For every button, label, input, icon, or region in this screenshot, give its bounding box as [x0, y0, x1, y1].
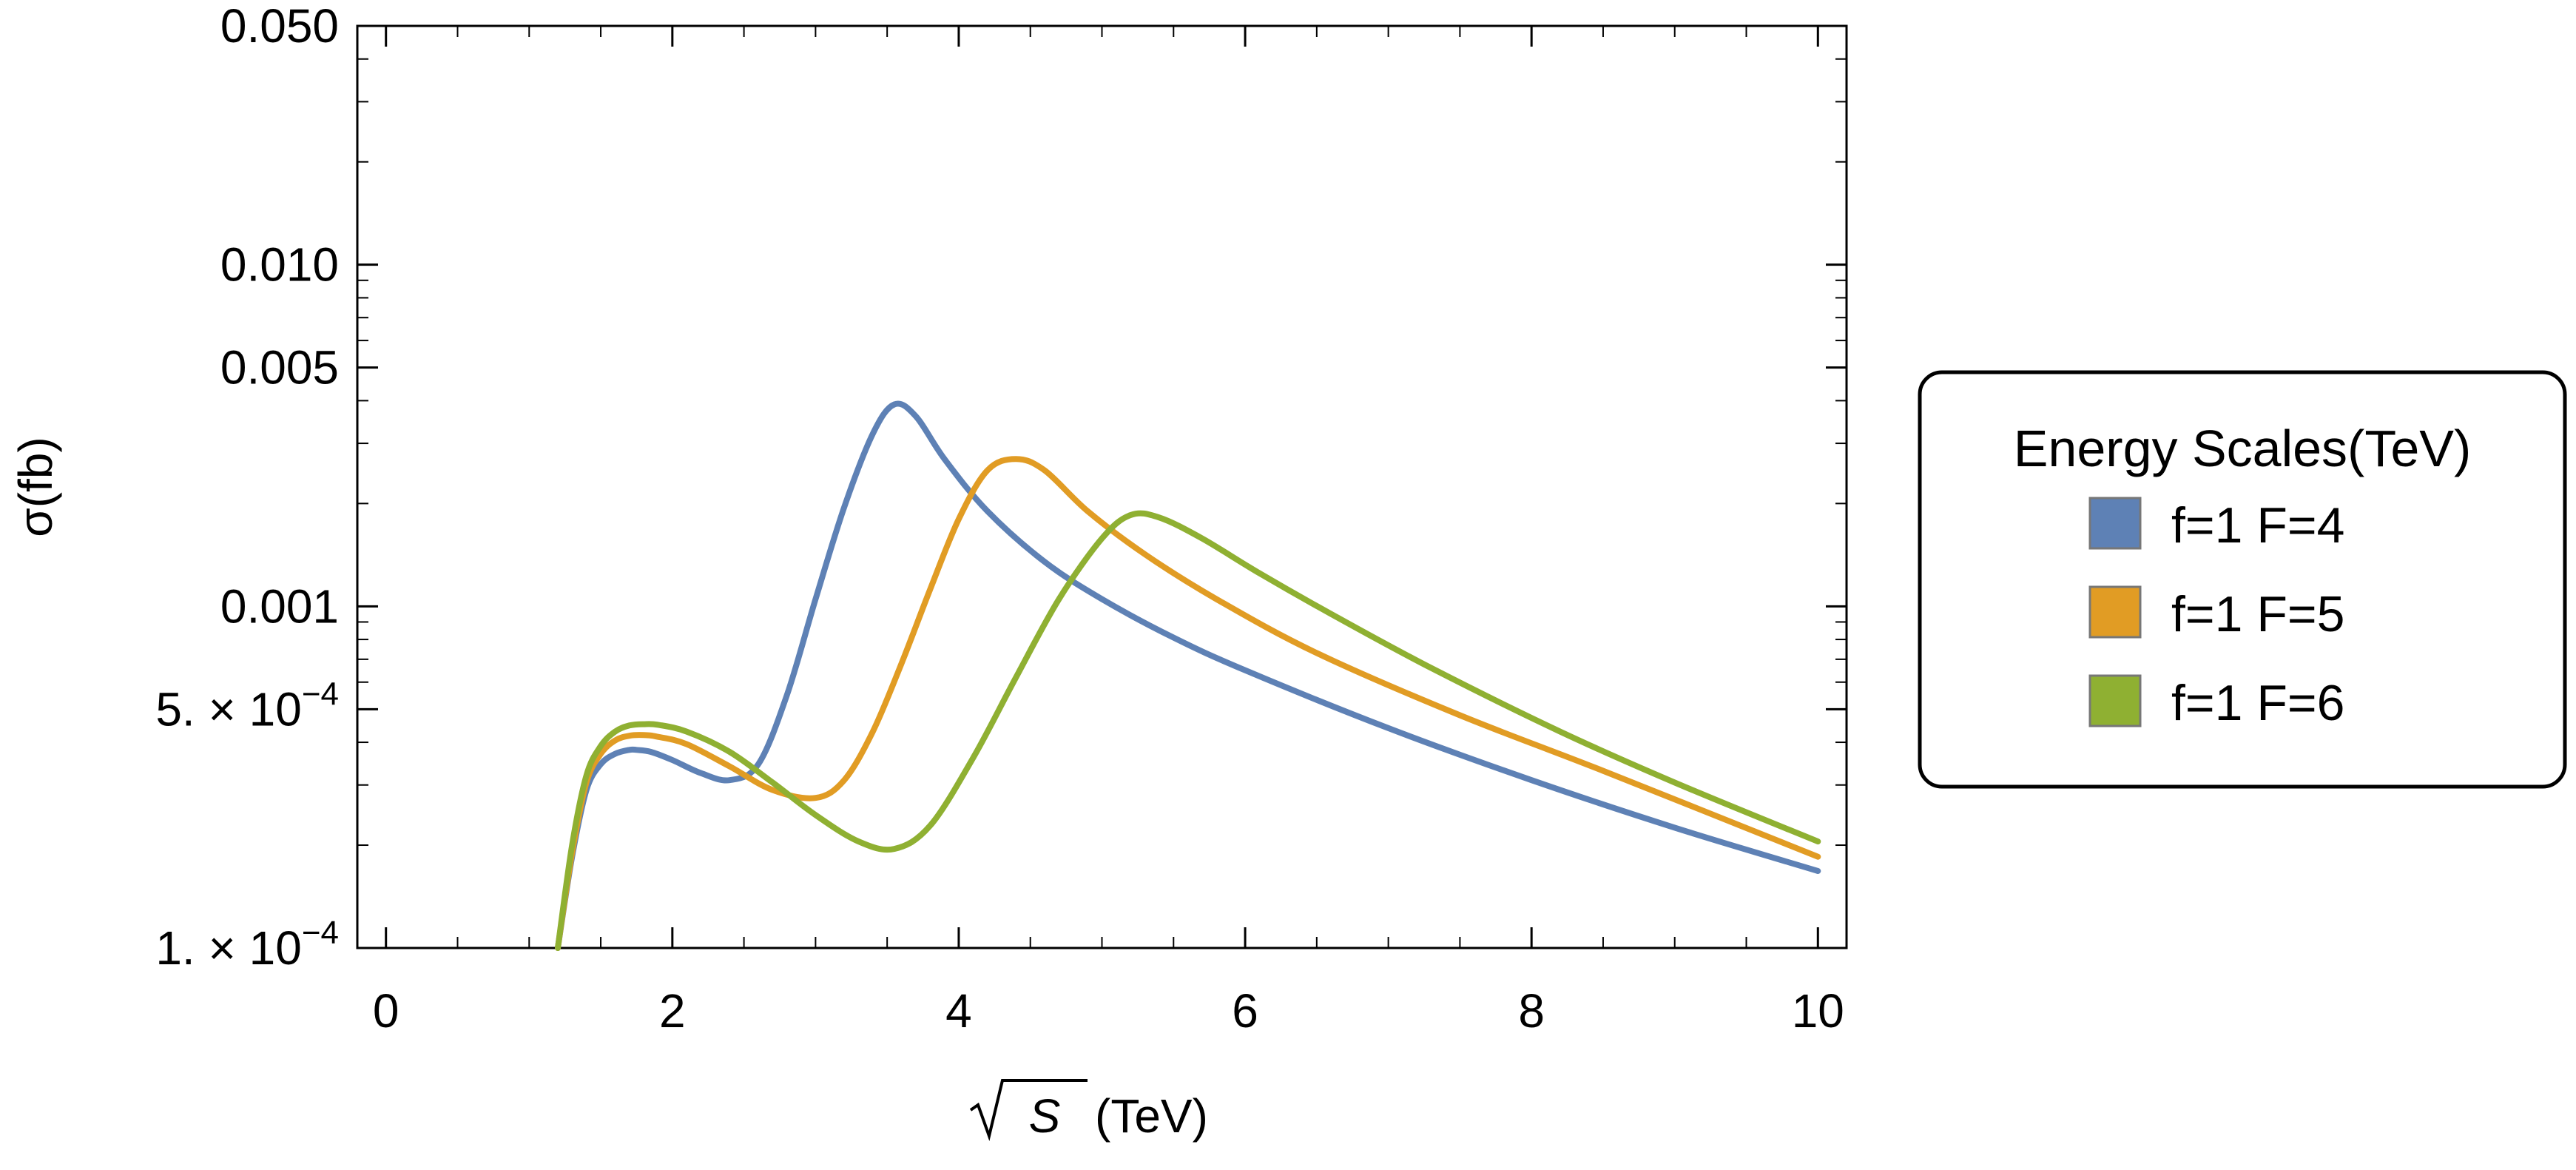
y-tick-label-2: 0.001 — [220, 579, 339, 633]
legend-item-1: f=1 F=4 — [2088, 497, 2344, 554]
x-tick-label-3: 6 — [1232, 984, 1258, 1038]
legend-swatch-3 — [2088, 674, 2142, 727]
series-line-3 — [555, 510, 1821, 951]
legend-swatch-2 — [2088, 585, 2142, 639]
legend-item-2: f=1 F=5 — [2088, 585, 2344, 642]
y-tick-label-0: 1. × 10−4 — [155, 915, 339, 975]
y-tick-label-3: 0.005 — [220, 341, 339, 394]
legend-item-3: f=1 F=6 — [2088, 674, 2344, 731]
x-axis-title: S (TeV) — [969, 1079, 1208, 1143]
x-axis-unit: (TeV) — [1095, 1089, 1208, 1143]
x-tick-label-4: 8 — [1518, 984, 1545, 1038]
tick-layer: 0 2 4 6 8 10 1. × 10−4 5. × 10−4 0.001 0.005 0.010… — [155, 0, 1847, 1038]
y-tick-label-1: 5. × 10−4 — [155, 676, 339, 736]
legend-title: Energy Scales(TeV) — [2014, 420, 2472, 477]
y-axis-title: σ(fb) — [9, 437, 62, 537]
sqrt-symbol — [969, 1079, 1088, 1142]
legend-swatch-1 — [2088, 497, 2142, 550]
legend: Energy Scales(TeV) f=1 F=4 f=1 F=5 f=1 F… — [1918, 370, 2567, 789]
y-tick-label-4: 0.010 — [220, 238, 339, 292]
x-tick-label-0: 0 — [373, 984, 399, 1038]
legend-label-1: f=1 F=4 — [2171, 497, 2344, 554]
series-line-2 — [555, 456, 1821, 951]
x-axis-variable: S — [1029, 1089, 1061, 1143]
series-layer — [555, 400, 1821, 951]
x-tick-label-2: 4 — [945, 984, 972, 1038]
x-tick-label-5: 10 — [1792, 984, 1844, 1038]
legend-label-2: f=1 F=5 — [2171, 586, 2344, 642]
series-line-1 — [555, 400, 1821, 951]
x-tick-label-1: 2 — [659, 984, 686, 1038]
legend-box — [1918, 370, 2567, 789]
y-tick-label-5: 0.050 — [220, 0, 339, 53]
legend-label-3: f=1 F=6 — [2171, 675, 2344, 731]
